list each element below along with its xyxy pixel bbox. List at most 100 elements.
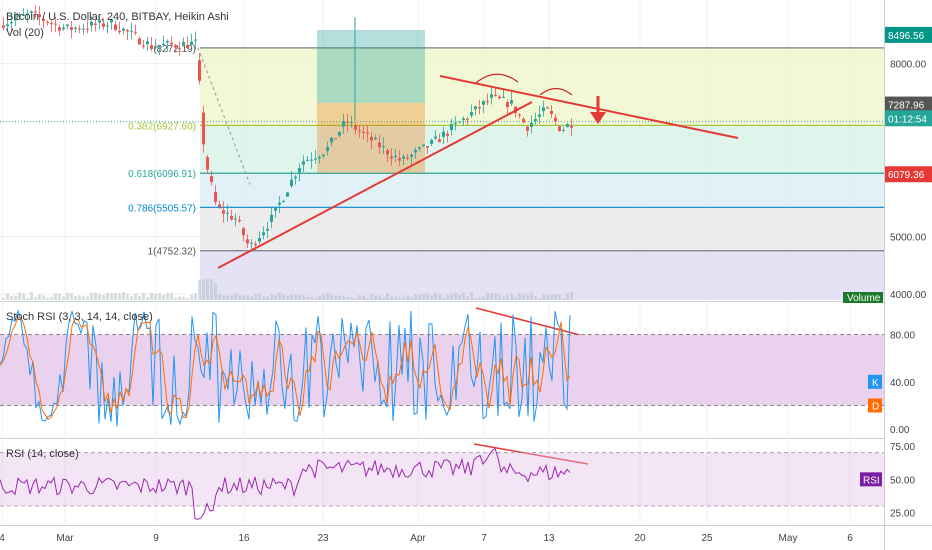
position-zones xyxy=(317,30,425,173)
candle-body xyxy=(82,28,85,30)
volume-bar xyxy=(486,292,489,300)
volume-bar xyxy=(438,293,441,300)
volume-bar xyxy=(222,295,225,300)
candle-body xyxy=(146,41,149,45)
candle-body xyxy=(434,136,437,139)
volume-bar xyxy=(394,296,397,300)
volume-bar xyxy=(278,292,281,300)
candle-body xyxy=(30,11,33,13)
x-tick-label: 7 xyxy=(481,533,487,544)
chart-title: Bitcoin / U.S. Dollar, 240, BITBAY, Heik… xyxy=(6,11,229,23)
candle-body xyxy=(202,112,205,145)
candle-body xyxy=(142,45,145,47)
volume-bar xyxy=(30,292,33,300)
volume-bar xyxy=(318,295,321,300)
volume-bar xyxy=(322,294,325,300)
candle-body xyxy=(414,150,417,153)
candle-body xyxy=(90,21,93,26)
volume-bar xyxy=(342,295,345,300)
rsi-trace xyxy=(0,447,571,520)
candle-body xyxy=(286,192,289,197)
axes: 4 Mar 9 16 23 Apr 7 13 20 25 May 6 4000.00 5000.00 800… xyxy=(0,60,927,544)
volume-bar xyxy=(158,293,161,300)
x-tick-label: 4 xyxy=(0,533,5,544)
candle-body xyxy=(178,48,181,50)
candle-body xyxy=(550,110,553,115)
volume-bar xyxy=(446,294,449,300)
candle-body xyxy=(450,124,453,130)
volume-bar xyxy=(66,292,69,300)
candle-body xyxy=(126,30,129,32)
candle-body xyxy=(270,214,273,222)
volume-bar xyxy=(226,295,229,300)
candle-body xyxy=(358,130,361,132)
rsi-divergence-line xyxy=(473,443,589,465)
volume-bar xyxy=(150,292,153,300)
candle-body xyxy=(458,121,461,123)
series-badge-label: RSI xyxy=(863,475,880,486)
volume-bar xyxy=(374,295,377,300)
candle-body xyxy=(78,28,81,30)
candle-body xyxy=(226,212,229,214)
candle-body xyxy=(62,27,65,30)
candle-body xyxy=(322,154,325,156)
volume-bar xyxy=(230,294,233,300)
candle-body xyxy=(234,218,237,220)
rsi-y-tick-label: 25.00 xyxy=(890,509,915,520)
volume-bar xyxy=(202,278,205,300)
volume-bar xyxy=(218,294,221,300)
candle-body xyxy=(110,19,113,23)
volume-bar xyxy=(514,296,517,300)
candle-body xyxy=(102,23,105,27)
volume-bar xyxy=(50,296,53,300)
series-badge xyxy=(868,398,882,413)
candle-body xyxy=(274,206,277,211)
candle-body xyxy=(174,45,177,48)
volume-bar xyxy=(54,293,57,300)
volume-bar xyxy=(82,296,85,300)
stoch-d-line xyxy=(0,316,571,420)
volume-bar xyxy=(106,292,109,300)
volume-bar xyxy=(262,296,265,300)
volume-bar xyxy=(362,295,365,300)
volume-indicator-label: Vol (20) xyxy=(6,27,44,39)
candle-body xyxy=(22,14,25,16)
volume-bar xyxy=(290,294,293,300)
price-y-tick-label: 5000.00 xyxy=(890,232,927,243)
volume-bar xyxy=(154,294,157,300)
candle-body xyxy=(210,175,213,183)
volume-bar xyxy=(190,294,193,300)
volume-bar xyxy=(418,294,421,300)
volume-bar xyxy=(282,294,285,300)
candle-body xyxy=(94,23,97,26)
volume-bar xyxy=(214,282,217,300)
volume-bar xyxy=(34,296,37,300)
candle-body xyxy=(466,118,469,120)
candle-body xyxy=(162,44,165,46)
candle-body xyxy=(122,28,125,31)
volume-bar xyxy=(14,295,17,300)
candle-body xyxy=(314,158,317,160)
candle-body xyxy=(158,45,161,47)
series-badge xyxy=(860,472,882,487)
price-badge-label: 01:12:54 xyxy=(888,114,927,125)
volume-bar xyxy=(354,297,357,300)
candle-body xyxy=(166,41,169,43)
volume-bar xyxy=(242,295,245,300)
fib-level-label: 0.382(6927.60) xyxy=(128,121,196,132)
volume-bar xyxy=(86,296,89,300)
ascending-trendline xyxy=(217,101,533,269)
volume-bar xyxy=(146,297,149,300)
candle-body xyxy=(446,133,449,136)
candle-body xyxy=(398,158,401,161)
candle-body xyxy=(566,124,569,127)
volume-bar xyxy=(506,294,509,300)
series-badge-label: D xyxy=(872,401,879,412)
candle-body xyxy=(538,114,541,117)
candle-body xyxy=(346,121,349,123)
volume-bar xyxy=(70,293,73,300)
fib-band xyxy=(200,207,884,251)
volume-bar xyxy=(78,295,81,300)
candle-body xyxy=(18,14,21,17)
